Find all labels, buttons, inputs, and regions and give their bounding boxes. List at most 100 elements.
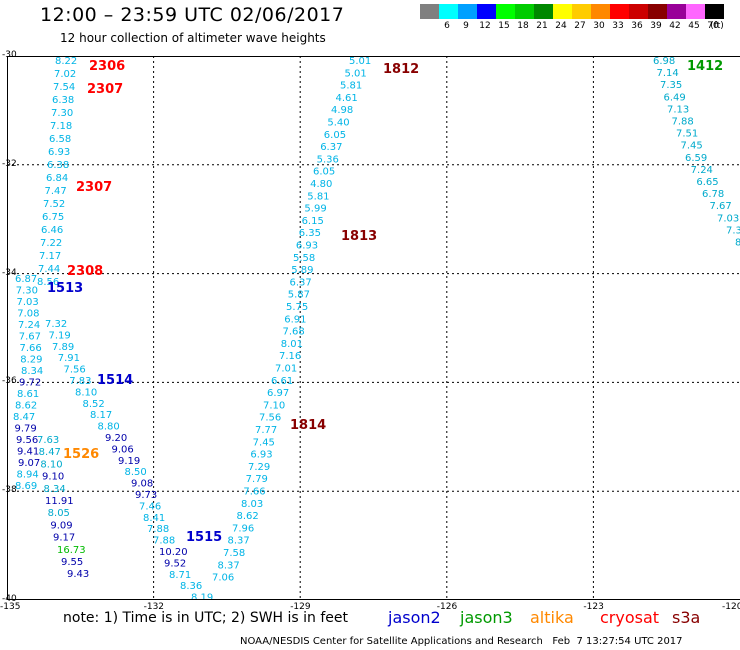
legend-swatch [496, 4, 515, 19]
pass-time-label: 1813 [341, 229, 377, 244]
legend-bin-label: 42 [669, 21, 681, 31]
wave-height-value: 6.46 [41, 225, 63, 236]
legend-swatch [439, 4, 458, 19]
wave-height-value: 8.37 [228, 536, 250, 547]
wave-height-value: 7.56 [259, 413, 281, 424]
pass-time-label: 1814 [290, 418, 326, 433]
wave-height-value: 6.35 [299, 228, 321, 239]
wave-height-value: 8.94 [17, 470, 39, 481]
wave-height-value: 8.69 [15, 481, 37, 492]
pass-time-label: 1812 [383, 62, 419, 77]
wave-height-value: 6.05 [324, 130, 346, 141]
lon-tick-label: -132 [143, 602, 165, 612]
wave-height-value: 7.19 [49, 330, 71, 341]
legend-bin-label: 45 [688, 21, 700, 31]
wave-height-value: 5.81 [307, 191, 329, 202]
pass-time-label: 1513 [47, 281, 83, 296]
wave-height-value: 9.73 [135, 490, 157, 501]
wave-height-value: 9.79 [15, 424, 37, 435]
wave-height-value: 7.30 [16, 286, 38, 297]
wave-height-value: 6.37 [320, 142, 342, 153]
wave-height-value: 7.66 [20, 343, 42, 354]
wave-height-value: 7.35 [660, 80, 682, 91]
legend-bin-label: 6 [444, 21, 450, 31]
wave-height-value: 6.91 [284, 314, 306, 325]
wave-height-value: 5.75 [286, 302, 308, 313]
wave-height-value: 9.41 [17, 447, 39, 458]
satellite-name-jason3: jason3 [460, 608, 513, 627]
wave-height-value: 9.52 [164, 558, 186, 569]
wave-height-value: 11.91 [45, 496, 74, 507]
legend-unit: (ft) [710, 21, 724, 31]
wave-height-value: 6.98 [653, 56, 675, 67]
wave-height-value: 7.63 [37, 435, 59, 446]
wave-height-value: 7.88 [147, 524, 169, 535]
wave-height-value: 7.24 [691, 165, 713, 176]
wave-height-value: 4.80 [310, 179, 332, 190]
wave-height-value: 8.34 [44, 484, 66, 495]
lat-tick-label: -30 [2, 50, 17, 60]
pass-time-label: 2306 [89, 59, 125, 74]
wave-height-value: 8.17 [90, 410, 112, 421]
wave-height-value: 6.49 [664, 92, 686, 103]
wave-height-value: 8.01 [281, 339, 303, 350]
wave-height-value: 8.19 [191, 593, 213, 600]
legend-bin-label: 18 [517, 21, 529, 31]
lon-tick-label: -126 [436, 602, 458, 612]
pass-time-label: 2308 [67, 264, 103, 279]
legend-bin-label: 21 [536, 21, 548, 31]
wave-height-value: 8.47 [13, 412, 35, 423]
pass-time-label: 2307 [87, 82, 123, 97]
wave-height-value: 9.17 [53, 533, 75, 544]
pass-time-label: 1514 [97, 373, 133, 388]
legend-bin-label: 24 [555, 21, 567, 31]
wave-height-value: 8.37 [218, 560, 240, 571]
wave-height-value: 8.22 [55, 56, 77, 67]
wave-height-value: 5.40 [327, 118, 349, 129]
pass-time-label: 2307 [76, 180, 112, 195]
wave-height-value: 7.88 [153, 536, 175, 547]
wave-height-value: 7.56 [64, 365, 86, 376]
legend-bin-label: 12 [479, 21, 491, 31]
lat-tick-label: -40 [2, 594, 17, 604]
wave-height-value: 6.59 [685, 153, 707, 164]
wave-height-value: 10.20 [159, 547, 188, 558]
legend-bin-label: 36 [631, 21, 643, 31]
lat-tick-label: -34 [2, 267, 17, 278]
wave-height-value: 8.80 [98, 422, 120, 433]
lon-tick-label: -120 [722, 602, 740, 612]
pass-time-label: 1526 [63, 447, 99, 462]
wave-height-value: 9.10 [42, 472, 64, 483]
wave-height-value: 7.79 [246, 474, 268, 485]
wave-height-value: 6.75 [42, 212, 64, 223]
wave-height-value: 9.55 [61, 557, 83, 568]
wave-height-value: 7.03 [17, 297, 39, 308]
wave-height-value: 7.01 [275, 364, 297, 375]
wave-height-value: 6.15 [302, 216, 324, 227]
wave-height-value: 7.18 [50, 121, 72, 132]
lon-tick-label: -129 [290, 602, 311, 612]
lon-tick-label: -135 [0, 602, 21, 612]
wave-height-value: 9.06 [112, 444, 134, 455]
wave-height-value: 5.89 [291, 265, 313, 276]
wave-height-value: 8.29 [20, 355, 42, 366]
wave-height-value: 9.56 [16, 435, 38, 446]
wave-height-value: 7.22 [40, 238, 62, 249]
wave-height-value: 7.24 [18, 320, 40, 331]
legend-swatch [686, 4, 705, 19]
wave-height-value: 8.47 [39, 447, 61, 458]
legend-swatch [667, 4, 686, 19]
wave-height-value: 8.52 [83, 399, 105, 410]
wave-height-value: 7.88 [672, 117, 694, 128]
wave-height-value: 7.3 [726, 225, 740, 236]
lat-tick-label: -36 [2, 376, 17, 387]
wave-height-value: 9.19 [118, 456, 140, 467]
wave-height-value: 6.61 [271, 376, 293, 387]
legend-swatch [572, 4, 591, 19]
legend-swatch [629, 4, 648, 19]
wave-height-value: 7.47 [45, 186, 67, 197]
wave-height-value: 8.34 [21, 366, 43, 377]
legend-bin-label: 39 [650, 21, 662, 31]
wave-height-value: 8.62 [237, 511, 259, 522]
wave-height-value: 6.93 [250, 450, 272, 461]
